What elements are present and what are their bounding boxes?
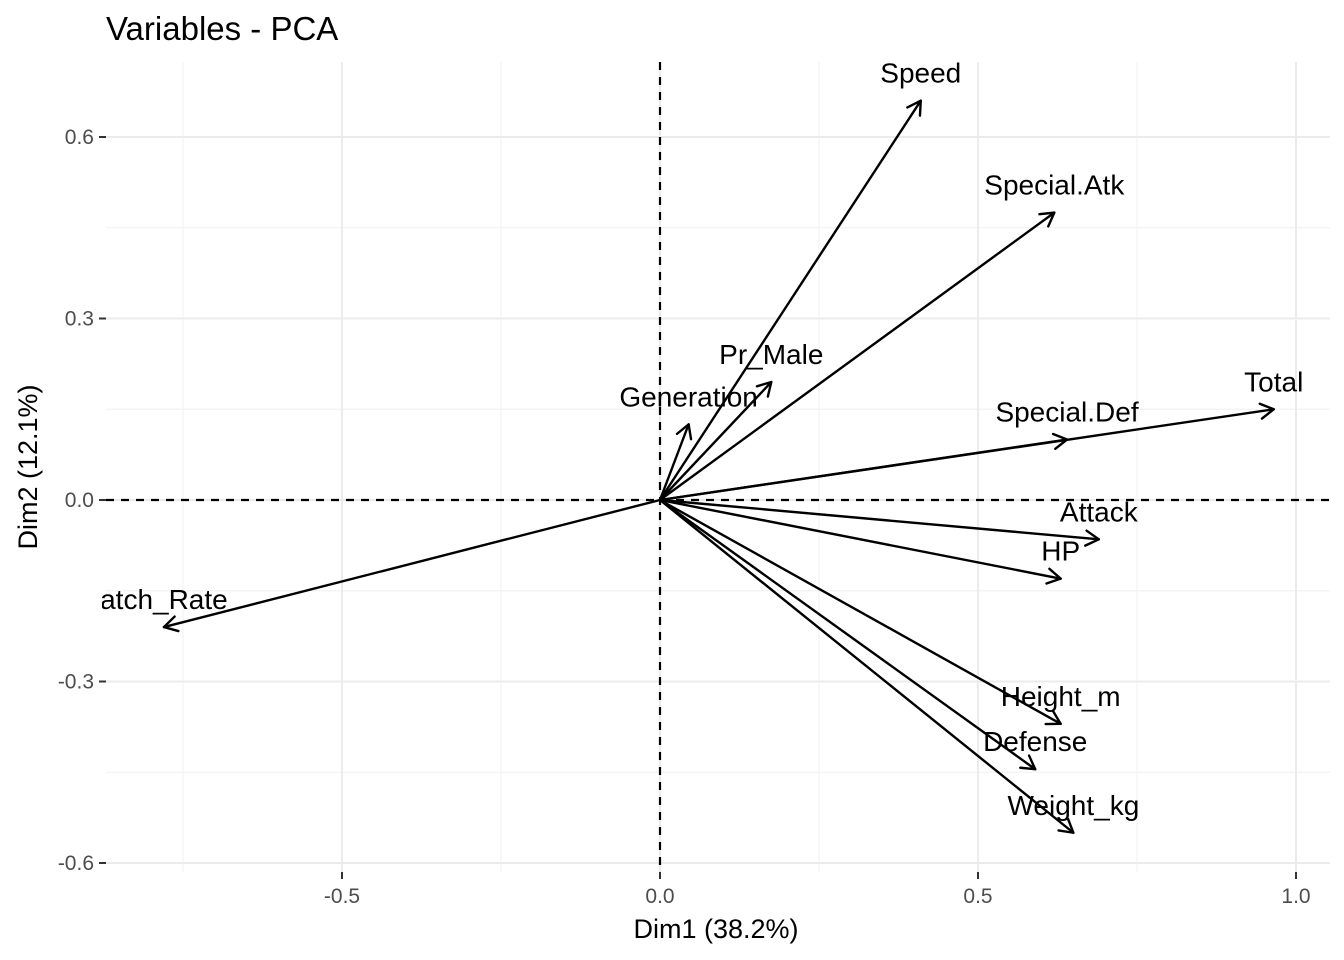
variable-arrows	[162, 99, 1275, 834]
x-tick-label: 0.0	[645, 885, 674, 908]
label-attack: Attack	[1060, 496, 1139, 527]
arrowhead-hp	[1045, 567, 1062, 585]
label-weight-kg: Weight_kg	[1008, 790, 1140, 821]
variable-labels: Speed Special.Atk Pr_Male Generation Total Sp…	[100, 58, 1303, 821]
label-total: Total	[1244, 366, 1303, 397]
arrow-special-atk	[658, 211, 1056, 502]
arrow-speed	[658, 99, 922, 502]
arrowhead-generation	[675, 423, 693, 441]
chart-title: Variables - PCA	[106, 10, 338, 47]
y-tick-label: 0.3	[65, 308, 94, 331]
y-tick-label: 0.6	[65, 126, 94, 149]
arrow-hp	[658, 498, 1062, 580]
x-axis-title: Dim1 (38.2%)	[633, 914, 798, 944]
arrow-attack	[658, 498, 1101, 541]
x-tick-label: 1.0	[1281, 885, 1310, 908]
arrowhead-weight-kg	[1057, 817, 1075, 834]
arrow-catch-rate	[162, 498, 662, 629]
label-catch-rate: atch_Rate	[100, 584, 228, 615]
arrowhead-speed	[906, 99, 922, 117]
label-defense: Defense	[983, 726, 1087, 757]
label-generation: Generation	[619, 381, 758, 412]
label-pr-male: Pr_Male	[719, 339, 823, 370]
label-special-def: Special.Def	[995, 397, 1138, 428]
y-tick-label: -0.3	[58, 671, 94, 694]
x-tick-label: 0.5	[963, 885, 992, 908]
reference-lines	[106, 62, 1330, 872]
arrowhead-special-atk	[1038, 211, 1056, 228]
arrowhead-special-def	[1051, 432, 1069, 451]
grid-layer	[106, 62, 1330, 872]
arrow-generation	[658, 423, 690, 502]
arrow-special-def	[658, 438, 1069, 502]
axes: -0.5 0.0 0.5 1.0 -0.6 -0.3 0.0 0.3 0.6	[58, 126, 1311, 908]
arrowhead-attack	[1084, 529, 1101, 547]
label-height-m: Height_m	[1001, 681, 1121, 712]
y-tick-label: -0.6	[58, 852, 94, 875]
arrowhead-defense	[1019, 754, 1037, 771]
x-tick-label: -0.5	[324, 885, 360, 908]
arrowhead-total	[1258, 402, 1275, 420]
arrow-weight-kg	[658, 498, 1075, 834]
y-tick-label: 0.0	[65, 489, 94, 512]
y-axis-title: Dim2 (12.1%)	[13, 384, 43, 549]
arrowhead-catch-rate	[162, 615, 180, 633]
arrowhead-height-m	[1044, 709, 1062, 726]
label-hp: HP	[1041, 536, 1080, 567]
arrow-height-m	[658, 498, 1062, 726]
arrowhead-pr-male	[755, 380, 773, 398]
label-speed: Speed	[880, 58, 961, 89]
arrow-pr-male	[658, 380, 773, 502]
label-special-atk: Special.Atk	[984, 170, 1125, 201]
arrow-defense	[658, 498, 1037, 771]
